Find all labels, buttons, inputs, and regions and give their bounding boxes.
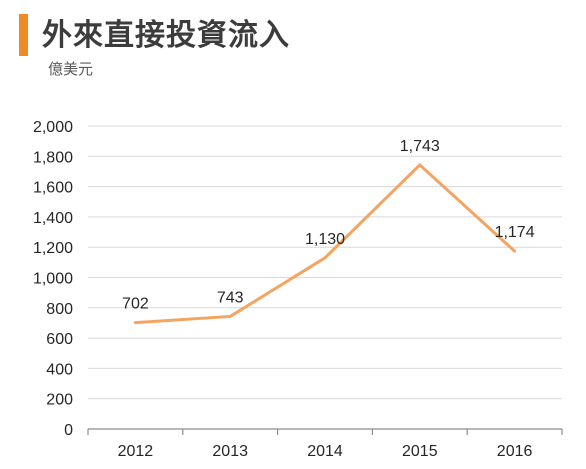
- y-tick-label: 800: [46, 301, 73, 318]
- title-accent-bar: [19, 14, 28, 56]
- data-point: [228, 314, 232, 318]
- data-point: [323, 256, 327, 260]
- y-tick-label: 2,000: [33, 119, 73, 136]
- y-tick-label: 400: [46, 361, 73, 378]
- x-tick-label: 2012: [118, 443, 154, 460]
- x-tick-label: 2015: [402, 443, 438, 460]
- y-tick-label: 0: [64, 422, 73, 439]
- x-tick-label: 2013: [212, 443, 248, 460]
- y-tick-label: 1,800: [33, 149, 73, 166]
- y-axis-ticks: 0 200 400 600 800 1,000 1,200 1,400 1,600 1,800 2,…: [33, 119, 73, 439]
- series: [133, 163, 517, 325]
- y-tick-label: 200: [46, 392, 73, 409]
- data-label: 1,174: [495, 224, 535, 241]
- x-tick-label: 2014: [307, 443, 343, 460]
- grid-lines: [88, 125, 562, 400]
- chart-title: 外來直接投資流入: [42, 18, 290, 53]
- data-point: [418, 163, 422, 167]
- y-tick-label: 1,200: [33, 240, 73, 257]
- y-tick-label: 1,000: [33, 271, 73, 288]
- data-label: 1,743: [400, 138, 440, 155]
- data-label: 702: [122, 296, 149, 313]
- y-tick-label: 1,400: [33, 210, 73, 227]
- y-tick-label: 1,600: [33, 180, 73, 197]
- axes: [87, 428, 563, 435]
- data-labels: 702 743 1,130 1,743 1,174: [122, 138, 535, 313]
- data-point: [133, 321, 137, 325]
- data-label: 743: [217, 289, 244, 306]
- y-tick-label: 600: [46, 331, 73, 348]
- chart-unit-label: 億美元: [48, 60, 94, 78]
- x-axis-ticks: 2012 2013 2014 2015 2016: [118, 443, 533, 460]
- x-tick-label: 2016: [497, 443, 533, 460]
- data-point: [513, 249, 517, 253]
- data-label: 1,130: [305, 231, 345, 248]
